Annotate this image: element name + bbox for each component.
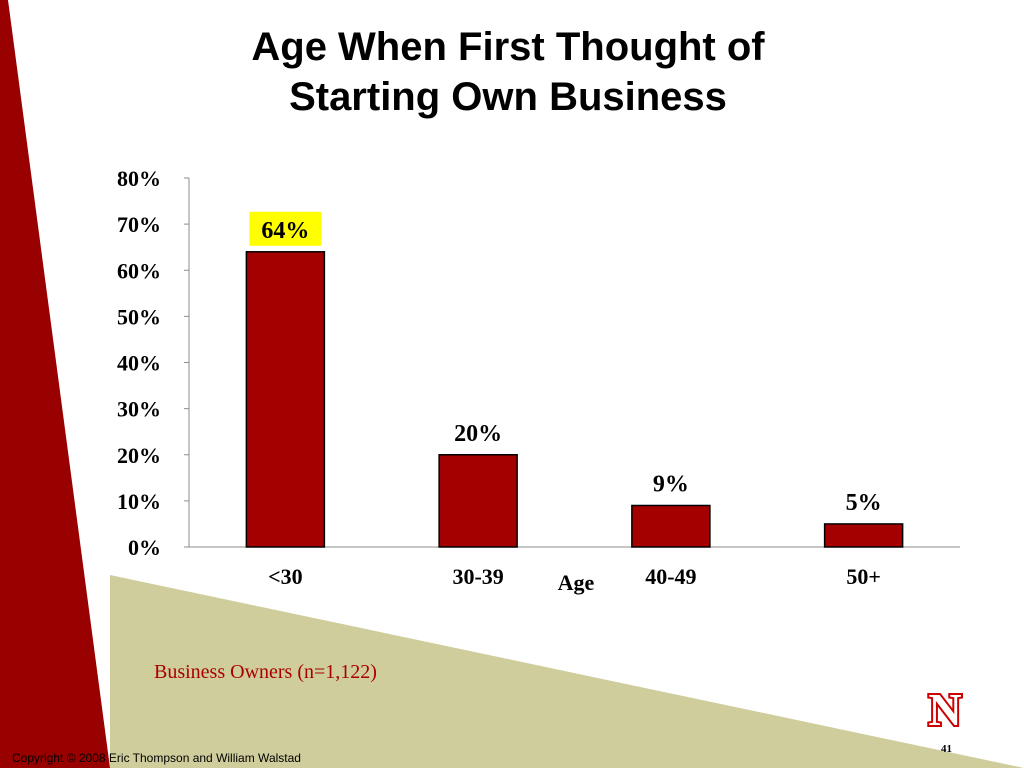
red-left-band xyxy=(0,0,110,768)
y-tick-label: 40% xyxy=(117,351,161,376)
y-tick-label: 60% xyxy=(117,258,161,283)
bar-1 xyxy=(438,454,518,548)
page-number: 41 xyxy=(941,743,952,755)
x-tick-label: <30 xyxy=(268,564,303,589)
chart-labels: 64% <30 20% 30-39 9% 40-49 5% 50+ Age xyxy=(249,211,882,595)
chart-bars xyxy=(245,251,904,548)
chart-axes: 0% 10% 20% 30% 40% 50% 60% 70% 80% xyxy=(117,166,960,560)
data-label: 9% xyxy=(653,471,689,497)
olive-diagonal-band xyxy=(110,575,1024,768)
x-tick-label: 50+ xyxy=(846,564,881,589)
data-label-highlight xyxy=(249,211,322,246)
y-tick-label: 80% xyxy=(117,166,161,191)
sample-note: Business Owners (n=1,122) xyxy=(154,661,377,683)
title-line-2: Starting Own Business xyxy=(289,75,727,119)
bar-3 xyxy=(823,523,904,548)
bar-2 xyxy=(631,504,711,548)
y-tick-label: 30% xyxy=(117,397,161,422)
bar-0 xyxy=(245,251,326,548)
y-tick-label: 20% xyxy=(117,443,161,468)
copyright-text: Copyright © 2008 Eric Thompson and Willi… xyxy=(12,751,301,765)
y-tick-label: 70% xyxy=(117,212,161,237)
data-label: 5% xyxy=(846,490,882,516)
x-tick-label: 40-49 xyxy=(645,564,696,589)
x-axis-title: Age xyxy=(558,570,595,595)
x-tick-label: 30-39 xyxy=(452,564,503,589)
data-label: 64% xyxy=(261,218,309,244)
title-line-1: Age When First Thought of xyxy=(251,25,765,69)
y-tick-label: 50% xyxy=(117,304,161,329)
logo-letter: N xyxy=(928,687,961,731)
y-tick-label: 0% xyxy=(128,535,161,560)
y-tick-label: 10% xyxy=(117,489,161,514)
data-label: 20% xyxy=(454,421,502,447)
slide-title: Age When First Thought of Starting Own B… xyxy=(150,22,866,122)
university-n-logo: N xyxy=(922,682,968,737)
